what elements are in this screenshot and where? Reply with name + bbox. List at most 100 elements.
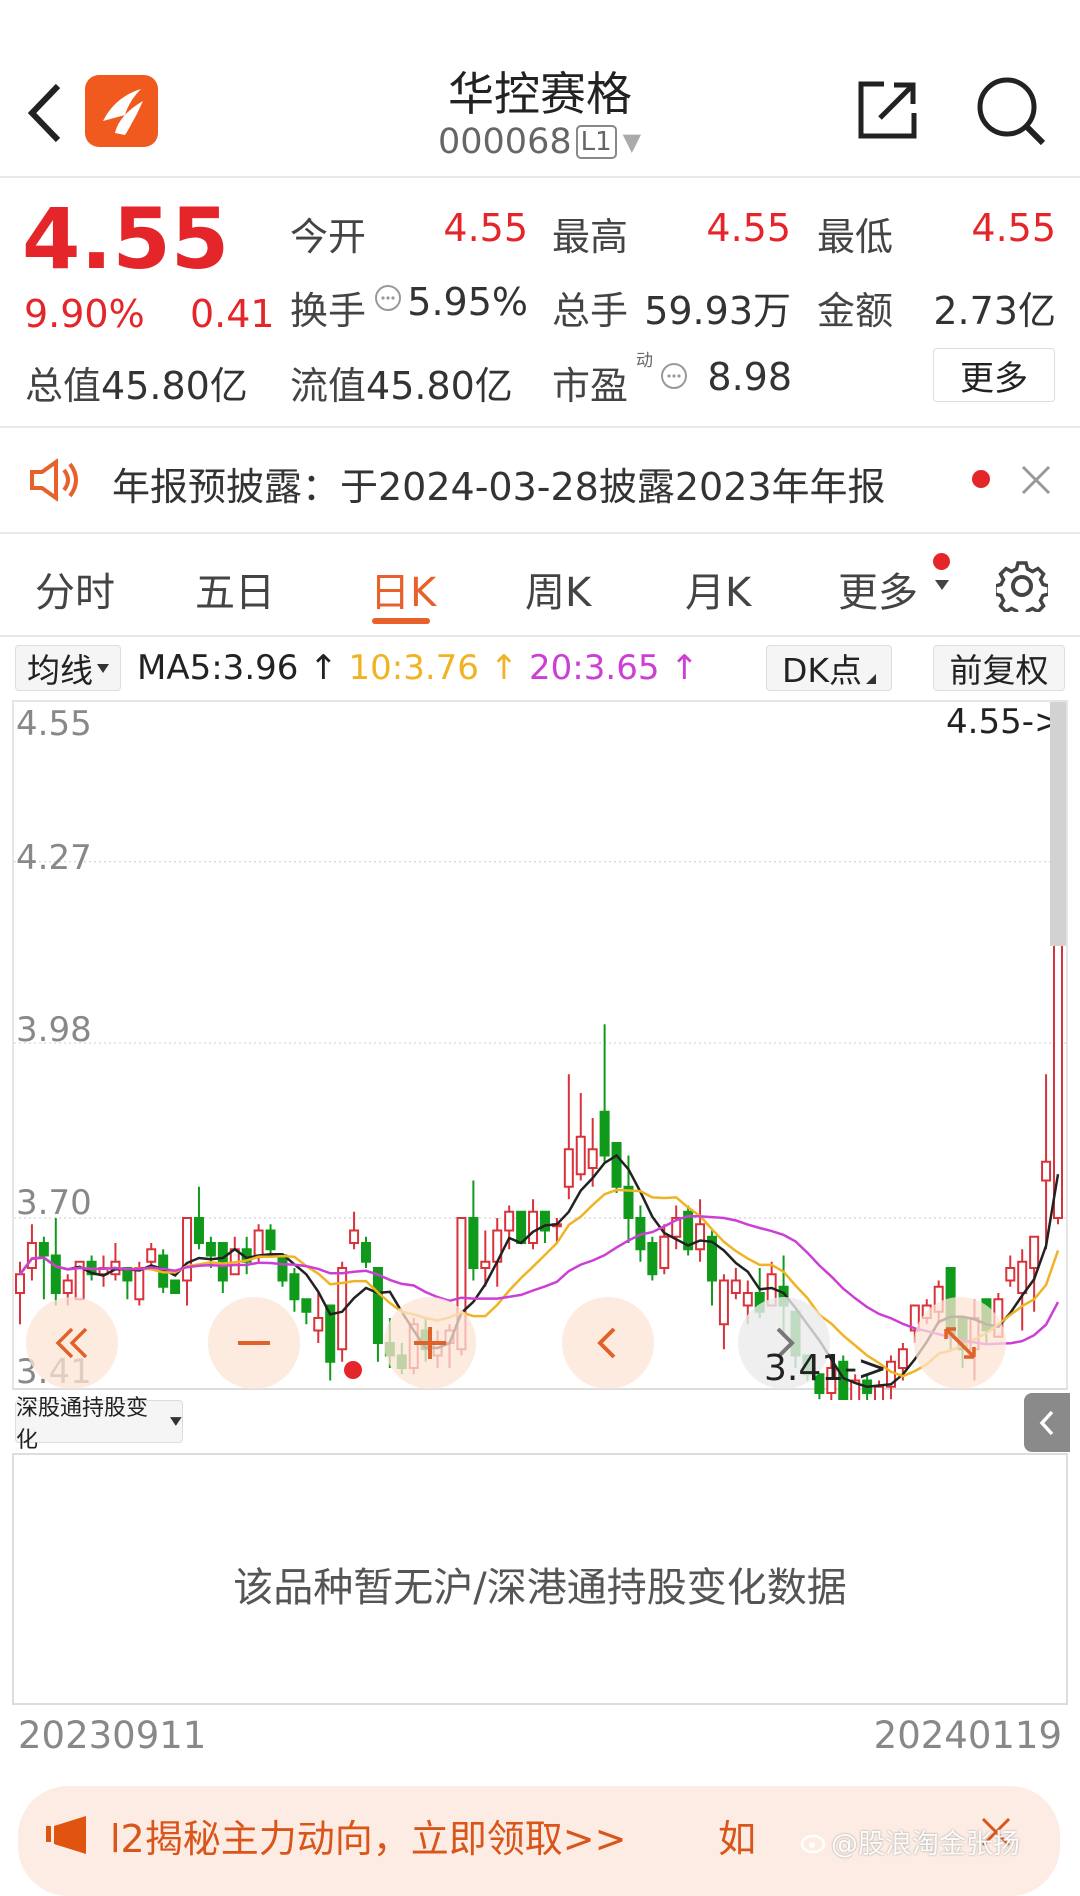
tab-weekly-k[interactable]: 周K xyxy=(525,570,592,616)
scroll-start-button[interactable] xyxy=(26,1297,118,1389)
candle-down xyxy=(50,1254,61,1294)
notice-text: 年报预披露：于2024-03-28披露2023年年报 xyxy=(112,465,886,509)
chevron-left-icon xyxy=(1039,1410,1054,1435)
candle-down xyxy=(539,1210,550,1232)
app-logo xyxy=(85,75,158,147)
badge-dot xyxy=(933,553,950,570)
tab-five-day[interactable]: 五日 xyxy=(195,570,275,616)
empty-data-message: 该品种暂无沪/深港通持股变化数据 xyxy=(233,1565,847,1611)
divider xyxy=(0,426,1080,428)
sub-indicator-label: 深股通持股变化 xyxy=(16,1395,149,1453)
stat-label-pe: 市盈 xyxy=(552,364,629,408)
candle-up xyxy=(253,1229,264,1257)
stat-value: 45.80亿 xyxy=(366,364,513,408)
candle-down xyxy=(205,1242,216,1257)
candle-down xyxy=(683,1210,694,1251)
stat-total-mktcap: 总值45.80亿 xyxy=(25,355,248,410)
candle-down xyxy=(599,1110,610,1157)
y-label: 4.27 xyxy=(16,838,92,878)
zoom-in-button[interactable] xyxy=(384,1297,476,1389)
stat-value-turnover: 5.95% xyxy=(407,280,528,324)
up-arrow-icon: ↑ xyxy=(659,648,699,688)
close-icon[interactable] xyxy=(1020,464,1052,496)
caret-down-icon: ▼ xyxy=(622,128,642,156)
sub-indicator-select[interactable]: 深股通持股变化 xyxy=(15,1396,183,1453)
candle-up xyxy=(695,1223,706,1251)
promo-right-text: 如 xyxy=(718,1817,757,1861)
zoom-out-button[interactable] xyxy=(208,1297,300,1389)
candle-down xyxy=(623,1185,634,1219)
candle-up xyxy=(1041,1160,1052,1182)
candle-up xyxy=(146,1248,157,1263)
more-stats-button[interactable]: 更多 xyxy=(933,348,1055,402)
close-icon[interactable] xyxy=(980,1816,1012,1848)
candle-down xyxy=(193,1217,204,1244)
candle-down xyxy=(122,1267,133,1282)
divider xyxy=(0,635,1080,637)
corner-triangle-icon xyxy=(866,674,877,684)
price-adjust-button[interactable]: 前复权 xyxy=(933,645,1065,691)
unread-dot xyxy=(972,470,990,488)
change-percent: 9.90% xyxy=(24,292,145,336)
tab-daily-k[interactable]: 日K xyxy=(370,570,437,616)
dk-point-button[interactable]: DK点 xyxy=(766,645,892,691)
last-price: 4.55 xyxy=(22,190,230,288)
divider xyxy=(0,532,1080,534)
settings-gear-icon[interactable] xyxy=(996,560,1048,612)
candle-down xyxy=(325,1304,336,1363)
ma20-line xyxy=(19,1214,1060,1346)
info-icon[interactable] xyxy=(374,284,402,312)
scroll-left-button[interactable] xyxy=(562,1297,654,1389)
event-marker-dot[interactable] xyxy=(344,1361,362,1379)
stock-code-selector[interactable]: 000068 L1 ▼ xyxy=(438,122,641,162)
stat-value-amount: 2.73亿 xyxy=(933,289,1056,333)
tab-monthly-k[interactable]: 月K xyxy=(685,570,752,616)
stat-label-volume: 总手 xyxy=(552,289,629,333)
search-button[interactable] xyxy=(975,75,1047,151)
notice-bar[interactable]: 年报预披露：于2024-03-28披露2023年年报 xyxy=(0,428,1080,532)
megaphone-icon xyxy=(46,1816,86,1854)
candle-up xyxy=(742,1292,753,1307)
ma5-value: MA5:3.96 xyxy=(137,648,299,688)
candle-down xyxy=(611,1142,622,1188)
minus-icon xyxy=(238,1341,270,1345)
ma-select[interactable]: 均线 xyxy=(15,645,121,691)
tab-intraday[interactable]: 分时 xyxy=(35,570,115,616)
back-button[interactable] xyxy=(22,78,72,148)
watermark-text: @股浪淘金张扬 xyxy=(831,1829,1020,1860)
tab-more[interactable]: 更多 xyxy=(838,570,918,616)
stat-label-turnover: 换手 xyxy=(290,289,367,333)
candle-up xyxy=(587,1148,598,1169)
fullscreen-button[interactable] xyxy=(914,1297,1006,1389)
up-arrow-icon: ↑ xyxy=(298,648,349,688)
candle-down xyxy=(814,1373,825,1394)
candle-down xyxy=(217,1242,228,1282)
candle-up xyxy=(575,1135,586,1176)
stock-title: 华控赛格 xyxy=(448,67,632,121)
candle-up xyxy=(563,1148,574,1188)
chart-scrollbar[interactable] xyxy=(1050,702,1066,946)
candle-up xyxy=(134,1267,145,1301)
plus-icon xyxy=(414,1327,446,1359)
expand-arrows-icon xyxy=(944,1327,976,1359)
share-button[interactable] xyxy=(858,80,918,144)
kline-chart[interactable] xyxy=(0,0,1080,1400)
candle-down xyxy=(170,1279,181,1294)
candle-down xyxy=(468,1217,479,1269)
speaker-icon xyxy=(30,458,78,502)
candle-up xyxy=(1005,1267,1016,1282)
y-label: 3.70 xyxy=(16,1183,92,1223)
caret-down-icon xyxy=(170,1417,182,1426)
candle-up xyxy=(718,1279,729,1326)
promo-text: l2揭秘主力动向，立即领取>> xyxy=(110,1817,627,1861)
candle-up xyxy=(1017,1260,1028,1294)
collapse-panel-button[interactable] xyxy=(1024,1393,1070,1452)
ma10-value: 10:3.76 xyxy=(348,648,479,688)
candle-down xyxy=(277,1254,288,1282)
kline-chart-area[interactable] xyxy=(12,700,1068,1390)
scroll-right-button[interactable] xyxy=(738,1297,830,1389)
up-arrow-icon: ↑ xyxy=(478,648,530,688)
info-icon[interactable] xyxy=(660,362,688,390)
stat-value: 45.80亿 xyxy=(101,364,248,408)
candle-down xyxy=(647,1242,658,1276)
